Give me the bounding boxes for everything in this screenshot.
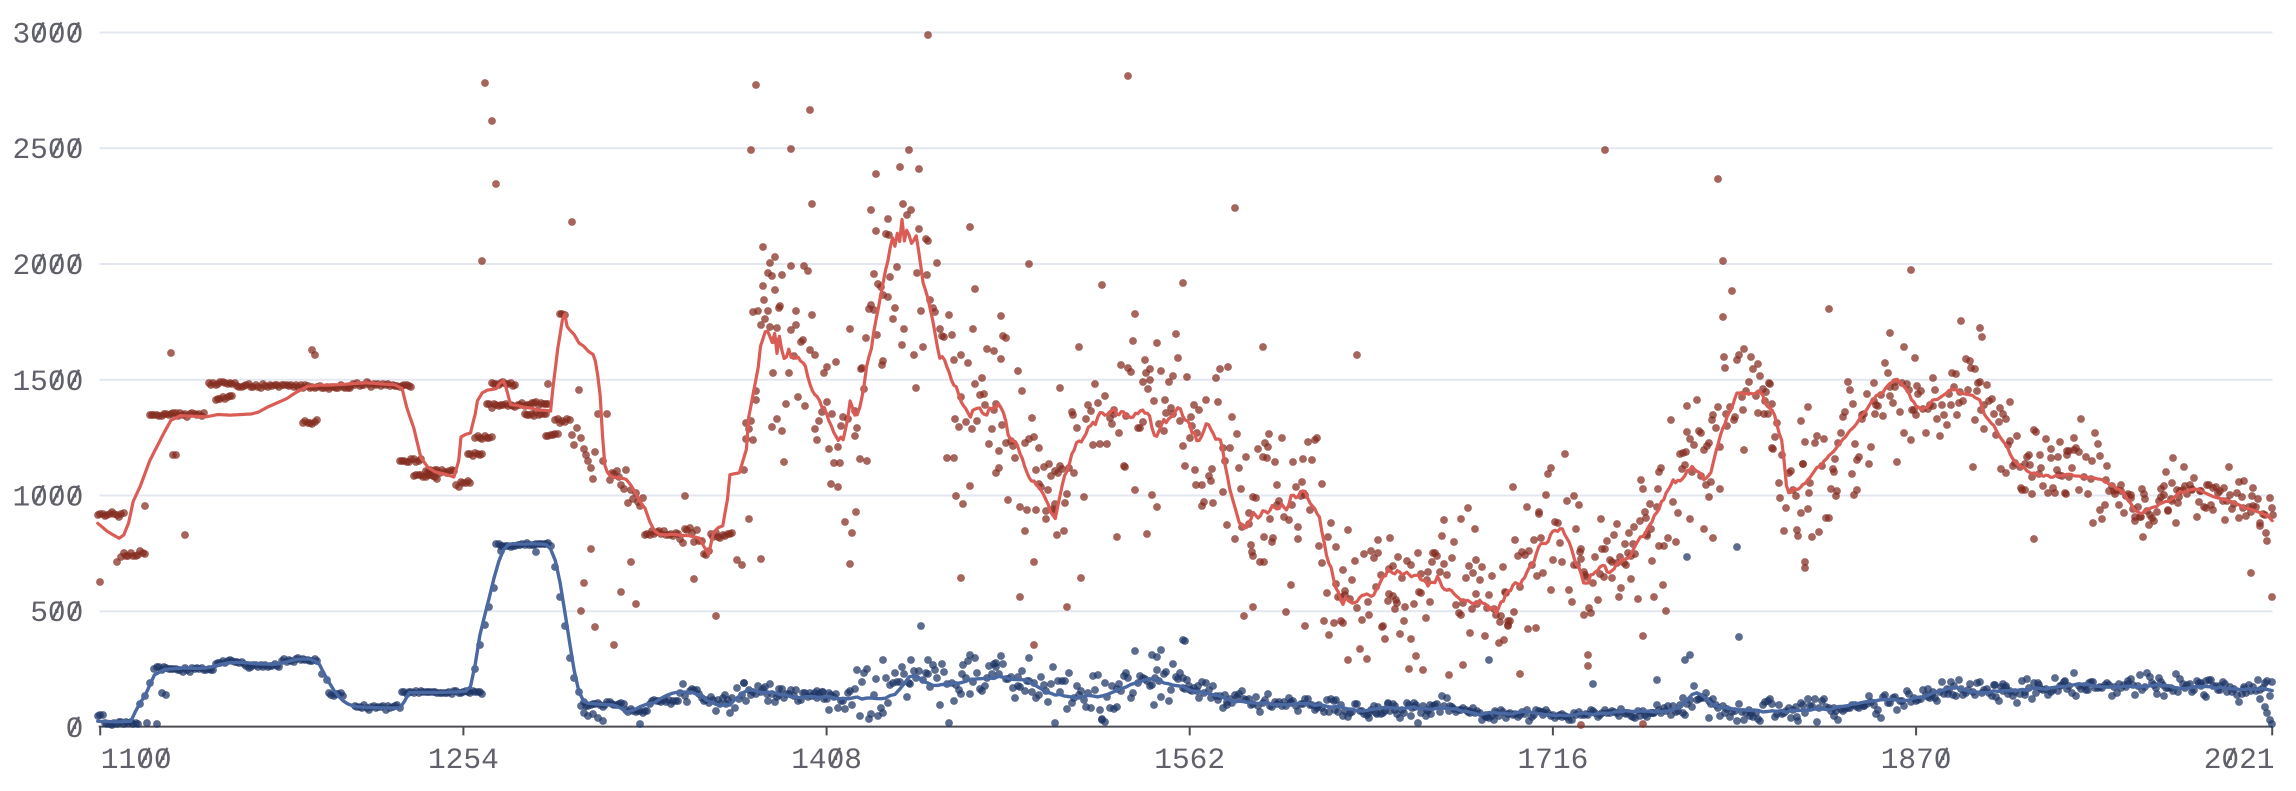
svg-text:2000: 2000 [12, 249, 83, 283]
svg-text:2500: 2500 [12, 133, 83, 167]
svg-text:2021: 2021 [2204, 743, 2275, 777]
svg-text:3000: 3000 [12, 18, 83, 52]
svg-text:1500: 1500 [12, 365, 83, 399]
svg-text:1100: 1100 [101, 743, 172, 777]
svg-text:1716: 1716 [1517, 743, 1588, 777]
svg-text:1000: 1000 [12, 481, 83, 515]
svg-text:1408: 1408 [791, 743, 862, 777]
svg-text:1254: 1254 [428, 743, 499, 777]
svg-text:1870: 1870 [1881, 743, 1952, 777]
svg-text:1562: 1562 [1154, 743, 1225, 777]
